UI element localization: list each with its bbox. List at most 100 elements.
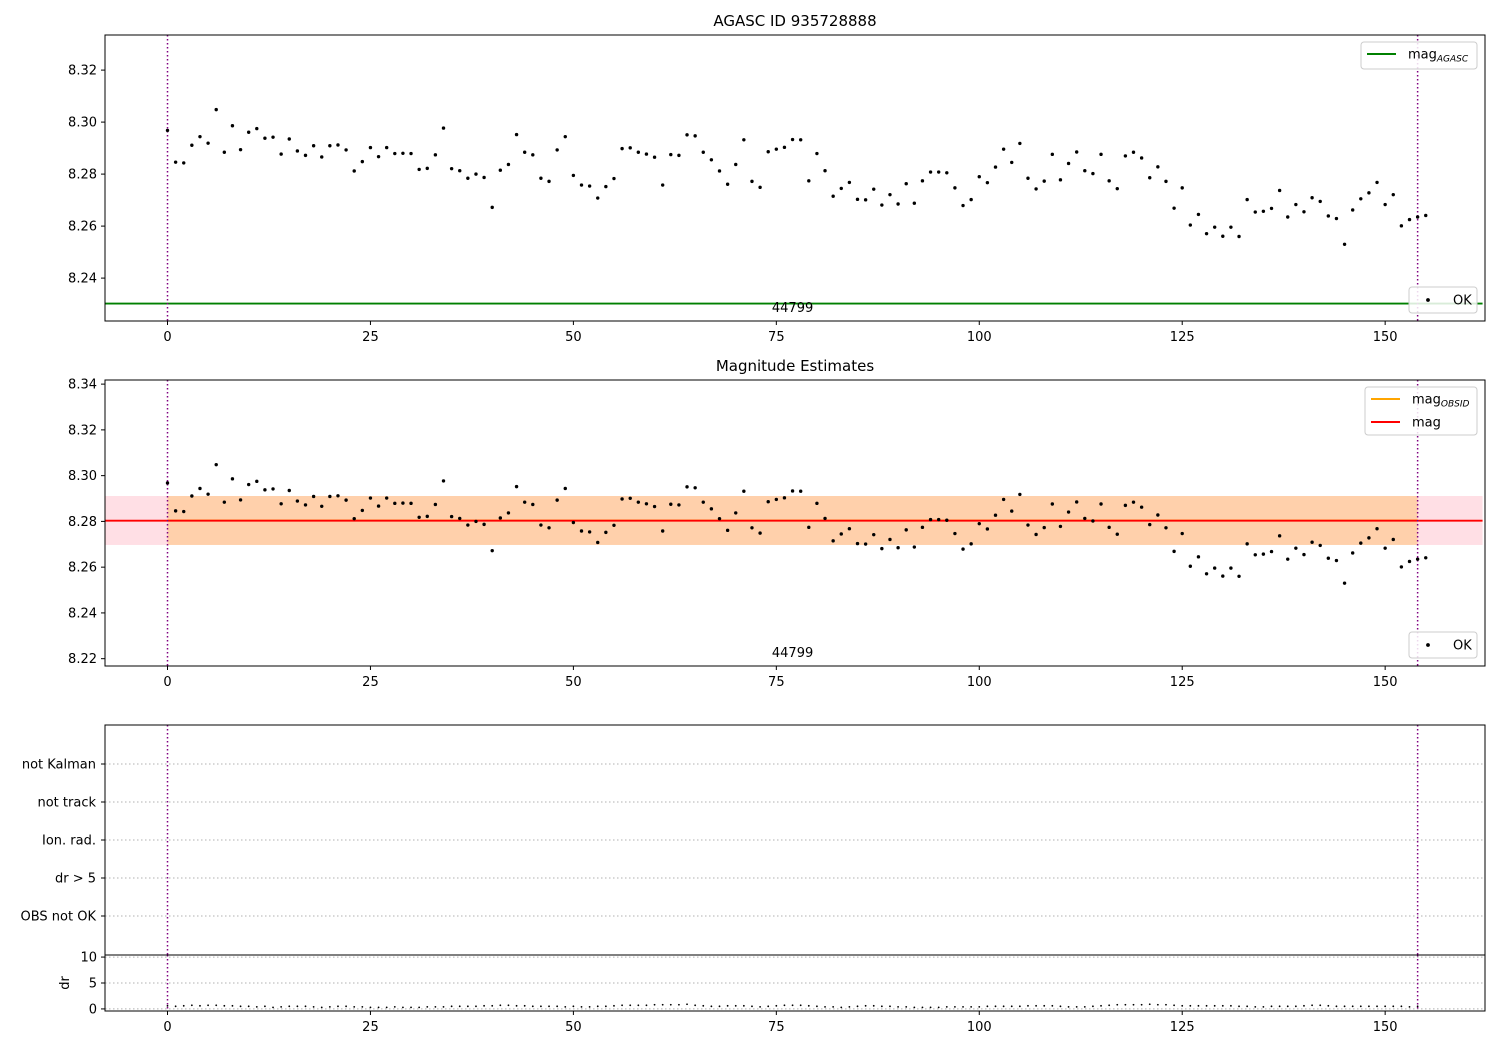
- data-point: [1001, 497, 1006, 502]
- data-point: [807, 1004, 810, 1007]
- data-point: [393, 501, 397, 506]
- data-point: [1334, 216, 1339, 221]
- data-point: [1091, 519, 1095, 523]
- data-point: [855, 197, 860, 202]
- data-point: [969, 197, 973, 202]
- data-point: [742, 489, 746, 493]
- data-point: [896, 546, 900, 550]
- data-point: [669, 502, 673, 506]
- data-point: [798, 489, 803, 493]
- data-point: [1416, 1005, 1419, 1008]
- data-point: [1188, 223, 1193, 227]
- data-point: [311, 144, 316, 148]
- data-point: [1277, 188, 1282, 193]
- y-tick-label: 8.32: [68, 423, 97, 438]
- data-point: [360, 508, 365, 513]
- data-point: [621, 1004, 623, 1007]
- legend-label: OK: [1453, 639, 1472, 654]
- data-point: [1359, 541, 1363, 545]
- data-point: [1156, 165, 1160, 169]
- obsid-annotation: 44799: [772, 301, 813, 316]
- data-point: [409, 501, 413, 506]
- data-point: [726, 1004, 729, 1007]
- data-point: [929, 1006, 932, 1009]
- data-point: [1253, 210, 1257, 214]
- legend-box: [1408, 286, 1478, 314]
- data-point: [1367, 536, 1371, 540]
- data-point: [612, 523, 616, 527]
- panel-flags: not Kalman not track Ion. rad. dr > 5 OBS no…: [21, 724, 1486, 956]
- data-point: [239, 1005, 242, 1008]
- data-point: [1253, 553, 1257, 557]
- data-point: [1351, 1005, 1354, 1008]
- data-point: [1407, 559, 1412, 564]
- x-tick-label: 125: [1170, 675, 1195, 690]
- data-point: [345, 1005, 347, 1008]
- data-point: [1375, 527, 1379, 531]
- data-point: [1100, 1004, 1102, 1007]
- data-point: [360, 159, 365, 164]
- chart-title: Magnitude Estimates: [716, 357, 874, 375]
- data-point: [320, 504, 324, 508]
- data-point: [1074, 500, 1079, 504]
- x-tick-label: 75: [768, 330, 785, 345]
- y-tick-label: 8.34: [68, 378, 97, 393]
- data-point: [652, 155, 657, 159]
- data-point: [961, 547, 965, 551]
- data-point: [182, 161, 186, 165]
- data-point: [904, 528, 908, 532]
- data-point: [993, 513, 998, 517]
- data-point: [426, 1005, 429, 1008]
- data-point: [734, 511, 738, 515]
- data-point: [458, 1005, 461, 1008]
- data-point: [775, 1004, 778, 1007]
- data-point: [1099, 152, 1103, 157]
- data-point: [920, 525, 925, 530]
- data-point: [1131, 500, 1136, 504]
- data-point: [1002, 1005, 1005, 1008]
- data-point: [1261, 552, 1266, 556]
- category-label: dr > 5: [55, 872, 96, 887]
- y-axis-label: dr: [58, 976, 73, 990]
- data-point: [750, 179, 754, 184]
- data-point: [709, 158, 714, 162]
- data-point: [807, 525, 811, 530]
- data-point: [1205, 1004, 1208, 1007]
- panel-agasc: AGASC ID 9357288884479902550751001251501…: [68, 12, 1486, 345]
- data-point: [725, 182, 730, 186]
- data-point: [165, 128, 170, 133]
- data-point: [620, 497, 624, 501]
- data-point: [839, 186, 843, 191]
- category-label: Ion. rad.: [42, 834, 96, 849]
- data-point: [994, 1005, 997, 1008]
- data-point: [1196, 555, 1201, 559]
- data-point: [579, 183, 584, 187]
- data-point: [1164, 526, 1168, 530]
- data-point: [571, 520, 576, 525]
- x-tick-label: 25: [362, 1020, 379, 1035]
- data-point: [425, 166, 429, 171]
- data-point: [717, 516, 722, 521]
- data-point: [660, 183, 665, 187]
- data-point: [198, 134, 202, 139]
- data-point: [928, 517, 933, 522]
- data-point: [474, 172, 478, 176]
- data-point: [847, 180, 852, 185]
- data-point: [669, 152, 673, 157]
- data-point: [214, 462, 218, 467]
- data-point: [953, 531, 957, 536]
- legend-label: magAGASC: [1408, 48, 1469, 65]
- legend-marker-swatch: [1426, 298, 1430, 302]
- data-point: [1367, 191, 1371, 195]
- data-point: [978, 1005, 981, 1008]
- data-point: [701, 150, 705, 154]
- data-point: [1132, 1003, 1135, 1006]
- data-point: [677, 503, 681, 507]
- data-point: [482, 175, 486, 180]
- data-point: [1066, 161, 1071, 166]
- data-point: [206, 492, 210, 496]
- data-point: [523, 1004, 526, 1007]
- data-point: [759, 1005, 761, 1008]
- data-point: [507, 1004, 510, 1007]
- data-point: [1115, 186, 1119, 191]
